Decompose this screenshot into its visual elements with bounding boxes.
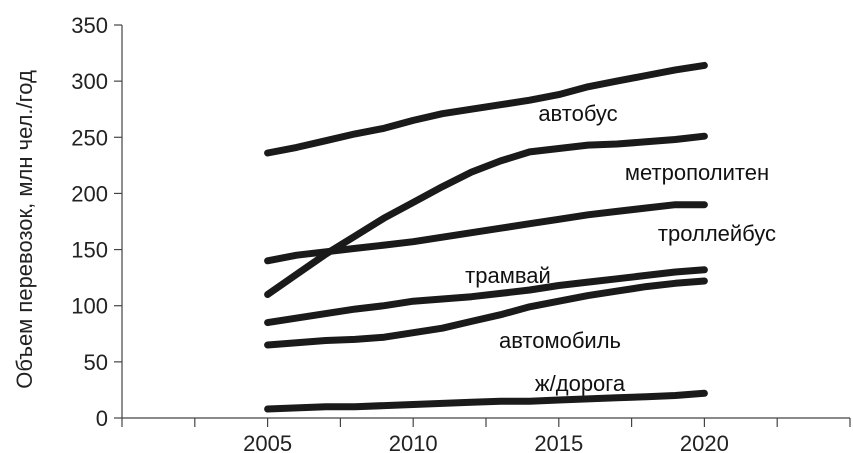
x-tick-label: 2015 [534, 431, 583, 453]
series-labels: автобус метрополитен троллейбус трамвай авто… [465, 101, 776, 396]
series-label-0: автобус [538, 101, 617, 126]
x-tick-label: 2010 [389, 431, 438, 453]
y-tick-label: 350 [71, 13, 108, 38]
series-line-3 [264, 266, 708, 327]
series-line-4 [264, 277, 708, 349]
y-tick-label: 250 [71, 125, 108, 150]
series-label-5: ж/дорога [535, 371, 626, 396]
y-tick-label: 50 [84, 350, 108, 375]
y-tick-label: 150 [71, 238, 108, 263]
series-label-3: трамвай [465, 263, 551, 288]
series-label-1: метрополитен [625, 160, 769, 185]
y-tick-label: 300 [71, 69, 108, 94]
y-tick-label: 200 [71, 181, 108, 206]
series-lines [264, 61, 708, 413]
series-line-0 [264, 61, 708, 157]
series-label-2: троллейбус [658, 221, 776, 246]
x-axis-ticks: 2005 2010 2015 2020 [121, 418, 851, 453]
series-line-5 [264, 389, 708, 413]
y-tick-label: 0 [96, 406, 108, 431]
y-tick-label: 100 [71, 294, 108, 319]
series-line-1 [264, 132, 708, 298]
series-label-4: автомобиль [499, 328, 621, 353]
x-tick-label: 2020 [680, 431, 729, 453]
x-tick-label: 2005 [243, 431, 292, 453]
y-axis-ticks: 0 50 100 150 200 250 300 350 [71, 13, 122, 431]
y-axis-label: Объем перевозок, млн чел./год [12, 70, 37, 389]
series-line-2 [264, 201, 708, 265]
